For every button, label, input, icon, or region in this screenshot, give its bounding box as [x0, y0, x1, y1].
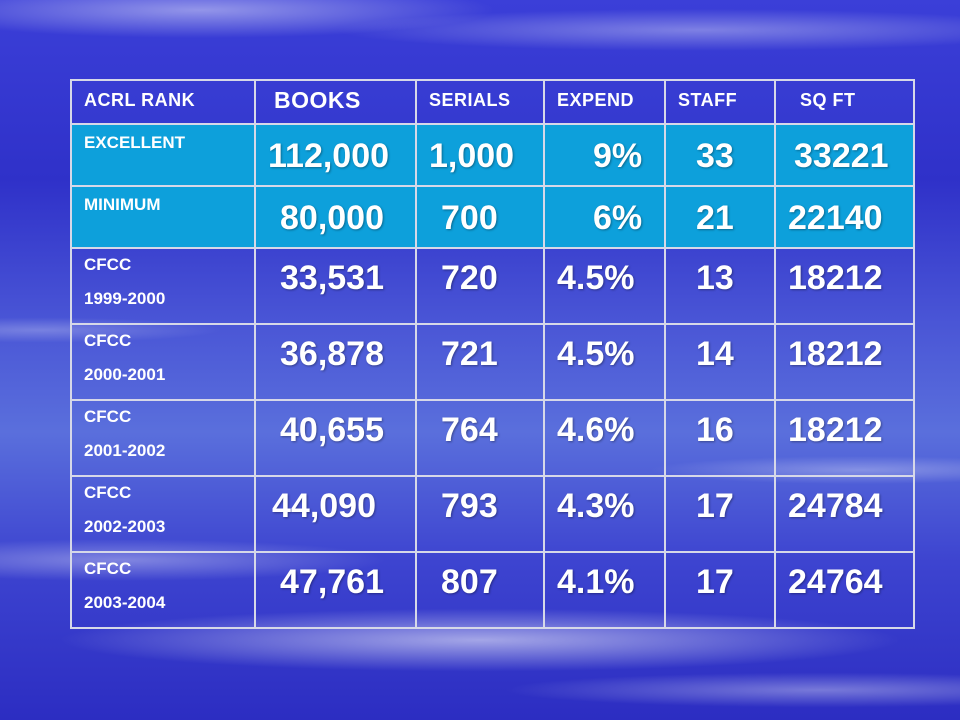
row-label-line: 2002-2003 [84, 517, 166, 536]
books-cell: 44,090 [254, 475, 417, 553]
staff-cell: 17 [664, 551, 776, 629]
staff-cell: 33 [664, 123, 776, 187]
row-label-line: CFCC [84, 407, 132, 426]
row-label: CFCC 2001-2002 [70, 399, 256, 477]
header-expend: EXPEND [543, 79, 666, 125]
serials-cell: 807 [415, 551, 545, 629]
expend-cell: 4.6% [543, 399, 666, 477]
table-row-cfcc-2003-2004: CFCC 2003-2004 47,761 807 4.1% 17 24764 [70, 551, 915, 629]
row-label: CFCC 2000-2001 [70, 323, 256, 401]
books-cell: 36,878 [254, 323, 417, 401]
row-label-line: EXCELLENT [84, 133, 186, 152]
table-row-excellent: EXCELLENT 112,000 1,000 9% 33 33221 [70, 123, 915, 187]
row-label-line: 1999-2000 [84, 289, 166, 308]
expend-cell: 4.5% [543, 323, 666, 401]
serials-cell: 700 [415, 185, 545, 249]
expend-cell: 4.5% [543, 247, 666, 325]
serials-cell: 1,000 [415, 123, 545, 187]
row-label-line: 2001-2002 [84, 441, 166, 460]
row-label: EXCELLENT [70, 123, 256, 187]
expend-cell: 9% [543, 123, 666, 187]
row-label-line: 2003-2004 [84, 593, 166, 612]
header-sq-ft: SQ FT [774, 79, 915, 125]
table-row-minimum: MINIMUM 80,000 700 6% 21 22140 [70, 185, 915, 249]
staff-cell: 17 [664, 475, 776, 553]
staff-cell: 13 [664, 247, 776, 325]
serials-cell: 721 [415, 323, 545, 401]
row-label-line: CFCC [84, 255, 132, 274]
row-label: MINIMUM [70, 185, 256, 249]
expend-cell: 4.3% [543, 475, 666, 553]
table-row-cfcc-2001-2002: CFCC 2001-2002 40,655 764 4.6% 16 18212 [70, 399, 915, 477]
header-acrl-rank: ACRL RANK [70, 79, 256, 125]
row-label: CFCC 2003-2004 [70, 551, 256, 629]
books-cell: 33,531 [254, 247, 417, 325]
books-cell: 47,761 [254, 551, 417, 629]
staff-cell: 14 [664, 323, 776, 401]
row-label: CFCC 2002-2003 [70, 475, 256, 553]
staff-cell: 21 [664, 185, 776, 249]
sqft-cell: 18212 [774, 323, 915, 401]
sqft-cell: 18212 [774, 247, 915, 325]
header-row: ACRL RANK BOOKS SERIALS EXPEND STAFF SQ … [70, 79, 915, 125]
header-staff: STAFF [664, 79, 776, 125]
serials-cell: 720 [415, 247, 545, 325]
books-cell: 80,000 [254, 185, 417, 249]
sqft-cell: 24784 [774, 475, 915, 553]
table-row-cfcc-2000-2001: CFCC 2000-2001 36,878 721 4.5% 14 18212 [70, 323, 915, 401]
row-label-line: 2000-2001 [84, 365, 166, 384]
header-serials: SERIALS [415, 79, 545, 125]
expend-cell: 6% [543, 185, 666, 249]
row-label-line: CFCC [84, 559, 132, 578]
serials-cell: 793 [415, 475, 545, 553]
row-label-line: MINIMUM [84, 195, 161, 214]
sqft-cell: 22140 [774, 185, 915, 249]
table-row-cfcc-1999-2000: CFCC 1999-2000 33,531 720 4.5% 13 18212 [70, 247, 915, 325]
row-label-line: CFCC [84, 331, 132, 350]
acrl-comparison-table: ACRL RANK BOOKS SERIALS EXPEND STAFF SQ … [70, 79, 915, 629]
sqft-cell: 24764 [774, 551, 915, 629]
staff-cell: 16 [664, 399, 776, 477]
serials-cell: 764 [415, 399, 545, 477]
sqft-cell: 33221 [774, 123, 915, 187]
books-cell: 40,655 [254, 399, 417, 477]
books-cell: 112,000 [254, 123, 417, 187]
row-label-line: CFCC [84, 483, 132, 502]
expend-cell: 4.1% [543, 551, 666, 629]
row-label: CFCC 1999-2000 [70, 247, 256, 325]
table-row-cfcc-2002-2003: CFCC 2002-2003 44,090 793 4.3% 17 24784 [70, 475, 915, 553]
header-books: BOOKS [254, 79, 417, 125]
sqft-cell: 18212 [774, 399, 915, 477]
